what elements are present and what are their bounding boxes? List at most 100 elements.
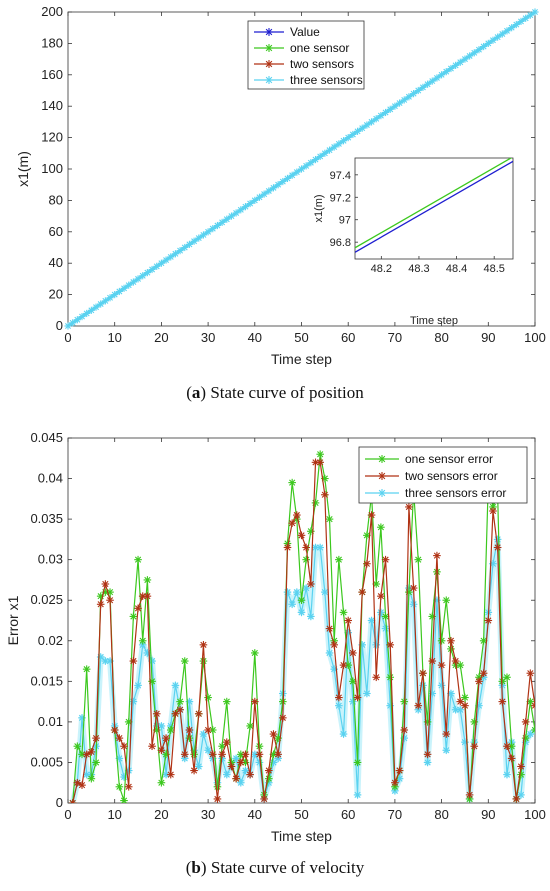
marker-b-1 [512, 795, 521, 803]
marker-three-sensors-a [414, 86, 422, 95]
marker-b-0 [442, 596, 451, 605]
marker-three-sensors-a [265, 187, 273, 195]
marker-b-1 [157, 746, 166, 755]
marker-b-0 [204, 693, 212, 702]
marker-three-sensors-a [339, 137, 348, 145]
legend-label-a: one sensor [290, 41, 349, 55]
marker-b-1 [381, 555, 390, 564]
marker-b-1 [377, 592, 385, 600]
marker-three-sensors-a [344, 134, 352, 142]
marker-three-sensors-a [330, 143, 338, 151]
x-tick-label-a: 70 [388, 330, 402, 345]
marker-b-1 [447, 636, 455, 645]
marker-b-0 [423, 718, 432, 726]
inset-y-tick-label: 97 [339, 215, 351, 227]
marker-b-1 [316, 458, 324, 467]
marker-three-sensors-a [139, 272, 147, 280]
marker-b-0 [236, 750, 245, 759]
marker-three-sensors-a [428, 77, 436, 85]
marker-b-0 [176, 697, 184, 706]
marker-b-2 [269, 758, 278, 767]
marker-b-1 [409, 584, 418, 592]
marker-b-2 [204, 746, 212, 755]
marker-b-1 [433, 551, 441, 560]
marker-b-1 [218, 750, 226, 759]
marker-b-1 [358, 588, 367, 596]
marker-three-sensors-a [353, 127, 362, 135]
marker-three-sensors-a [153, 262, 161, 270]
marker-three-sensors-a [311, 155, 320, 164]
x-tick-label-a: 20 [154, 330, 168, 345]
x-tick-label-b: 40 [248, 807, 262, 822]
marker-b-0 [353, 758, 362, 767]
y-tick-label-b: 0.03 [38, 552, 63, 567]
marker-three-sensors-a [400, 96, 408, 104]
marker-three-sensors-a [452, 61, 460, 69]
marker-b-1 [297, 531, 306, 540]
marker-b-1 [255, 750, 264, 759]
marker-b-1 [87, 748, 96, 756]
marker-b-1 [363, 559, 371, 568]
marker-b-1 [461, 701, 469, 710]
marker-three-sensors-a [241, 203, 250, 211]
marker-b-0 [311, 499, 320, 507]
marker-three-sensors-a [508, 24, 516, 32]
marker-three-sensors-a [195, 234, 203, 242]
marker-three-sensors-a [531, 8, 539, 16]
marker-b-0 [414, 555, 423, 564]
marker-b-2 [451, 705, 460, 714]
marker-b-1 [344, 616, 352, 625]
y-tick-label-a: 20 [49, 287, 63, 302]
marker-three-sensors-a [218, 218, 226, 226]
marker-b-0 [461, 693, 469, 702]
marker-b-2 [316, 543, 324, 552]
marker-b-0 [199, 657, 208, 665]
x-axis-label-a: Time step [271, 351, 332, 367]
marker-b-0 [120, 796, 128, 803]
marker-three-sensors-a [246, 199, 254, 208]
marker-b-2 [293, 588, 301, 596]
marker-three-sensors-a [433, 74, 441, 82]
marker-three-sensors-a [148, 265, 156, 274]
marker-three-sensors-a [438, 71, 446, 79]
marker-b-0 [82, 665, 91, 673]
marker-b-1 [199, 641, 208, 649]
marker-b-0 [316, 450, 324, 459]
marker-b-1 [367, 511, 376, 519]
marker-b-0 [325, 515, 334, 523]
marker-b-1 [208, 750, 217, 759]
marker-b-0 [213, 782, 222, 791]
marker-b-1 [465, 791, 474, 799]
marker-b-1 [335, 693, 343, 702]
marker-b-2 [363, 689, 371, 698]
marker-three-sensors-a [484, 39, 492, 47]
inset-y-tick-label: 97.4 [330, 170, 351, 182]
marker-b-1 [134, 604, 142, 613]
marker-b-1 [507, 754, 516, 763]
marker-b-2 [307, 612, 315, 621]
marker-three-sensors-a [125, 281, 133, 289]
inset-x-tick-label: 48.3 [408, 263, 429, 275]
marker-b-1 [489, 507, 497, 515]
marker-b-0 [297, 596, 306, 605]
y-tick-label-a: 80 [49, 192, 63, 207]
marker-b-1 [391, 778, 399, 787]
marker-b-2 [129, 697, 138, 706]
marker-three-sensors-a [381, 108, 390, 117]
y-tick-label-b: 0.01 [38, 714, 63, 729]
marker-three-sensors-a [302, 162, 310, 170]
marker-three-sensors-a [120, 284, 128, 292]
marker-b-0 [288, 478, 296, 487]
marker-three-sensors-a [316, 152, 324, 161]
marker-b-1 [414, 701, 423, 710]
y-tick-label-b: 0 [56, 795, 63, 810]
marker-b-1 [283, 543, 292, 552]
marker-three-sensors-a [274, 181, 282, 189]
marker-three-sensors-a [526, 11, 534, 19]
legend-marker-a [265, 44, 273, 52]
marker-b-0 [129, 612, 138, 621]
y-tick-label-a: 120 [41, 130, 63, 145]
x-tick-label-b: 10 [107, 807, 121, 822]
series-group-b [68, 450, 535, 803]
x-tick-label-a: 0 [64, 330, 71, 345]
